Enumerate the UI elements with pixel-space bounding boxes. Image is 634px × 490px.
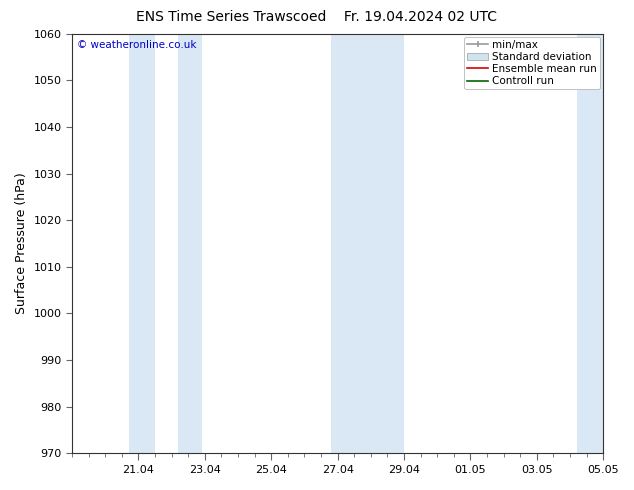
Bar [371, 34, 404, 453]
Bar [129, 34, 155, 453]
Text: ENS Time Series Trawscoed    Fr. 19.04.2024 02 UTC: ENS Time Series Trawscoed Fr. 19.04.2024… [136, 10, 498, 24]
Legend: min/max, Standard deviation, Ensemble mean run, Controll run: min/max, Standard deviation, Ensemble me… [464, 37, 600, 89]
Bar [331, 34, 371, 453]
Bar [178, 34, 202, 453]
Bar [577, 34, 603, 453]
Text: © weatheronline.co.uk: © weatheronline.co.uk [77, 40, 197, 50]
Y-axis label: Surface Pressure (hPa): Surface Pressure (hPa) [15, 172, 28, 314]
